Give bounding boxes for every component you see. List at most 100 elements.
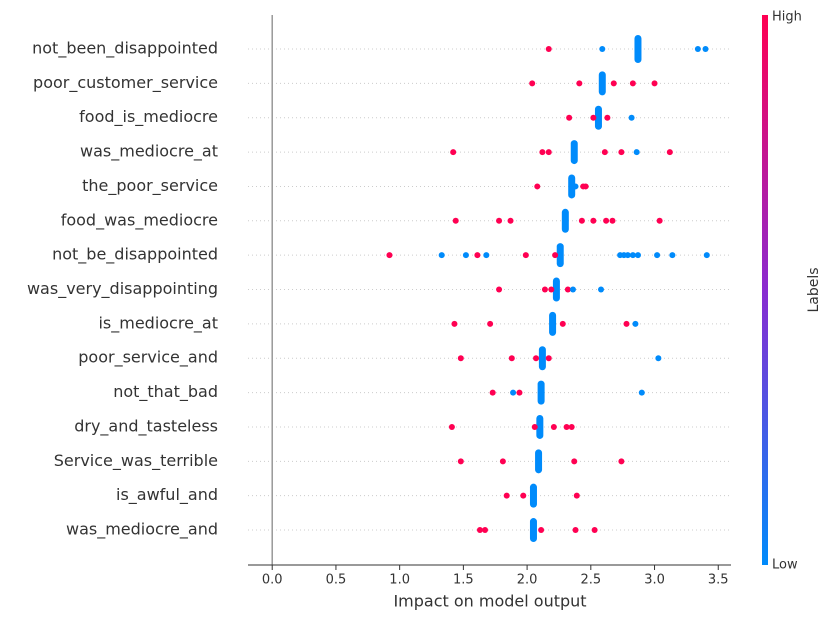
- point: [603, 217, 610, 224]
- point: [604, 114, 611, 121]
- point: [634, 252, 641, 259]
- colorbar-high: High: [772, 10, 802, 25]
- point: [578, 217, 585, 224]
- point-cluster: [549, 311, 557, 336]
- point: [563, 423, 570, 430]
- point: [572, 527, 579, 534]
- colorbar-low: Low: [772, 558, 798, 573]
- point: [545, 355, 552, 362]
- y-tick-label: not_that_bad: [113, 382, 218, 402]
- point: [476, 527, 483, 534]
- point: [571, 458, 578, 465]
- point: [654, 252, 661, 259]
- point-cluster: [598, 71, 606, 96]
- point: [451, 320, 458, 327]
- point: [462, 252, 469, 259]
- point: [610, 80, 617, 87]
- x-tick-label: 0.0: [262, 573, 283, 588]
- x-tick-label: 3.0: [644, 573, 665, 588]
- point: [559, 320, 566, 327]
- x-tick-label: 1.5: [453, 573, 474, 588]
- point: [638, 389, 645, 396]
- point-cluster: [535, 449, 543, 474]
- point: [656, 217, 663, 224]
- point: [590, 114, 597, 121]
- point: [694, 46, 701, 52]
- y-tick-label: was_mediocre_at: [80, 142, 218, 162]
- x-tick-label: 1.0: [389, 573, 410, 588]
- point: [609, 217, 616, 224]
- point: [533, 355, 540, 362]
- point: [503, 492, 510, 499]
- point: [666, 149, 673, 156]
- point-cluster: [634, 35, 642, 63]
- point-cluster: [538, 346, 546, 371]
- point: [598, 286, 605, 293]
- point: [702, 46, 709, 52]
- point: [499, 458, 506, 465]
- point-cluster: [552, 277, 560, 302]
- y-tick-label: Service_was_terrible: [54, 451, 218, 471]
- point: [573, 492, 580, 499]
- point: [632, 320, 639, 327]
- point: [522, 252, 529, 259]
- point: [457, 458, 464, 465]
- point: [552, 252, 559, 259]
- y-tick-label: was_mediocre_and: [66, 520, 218, 540]
- point: [487, 320, 494, 327]
- point: [489, 389, 496, 396]
- point: [591, 527, 598, 534]
- point: [520, 492, 527, 499]
- point: [545, 46, 552, 52]
- point: [590, 217, 597, 224]
- point-cluster: [529, 483, 537, 508]
- point: [538, 527, 545, 534]
- point-cluster: [570, 140, 578, 165]
- point: [628, 114, 635, 121]
- point: [474, 252, 481, 259]
- point: [510, 389, 517, 396]
- point: [550, 423, 557, 430]
- point: [629, 80, 636, 87]
- point: [483, 252, 490, 259]
- point: [582, 183, 589, 190]
- point: [516, 389, 523, 396]
- point: [572, 183, 579, 190]
- point: [457, 355, 464, 362]
- x-tick-label: 3.5: [708, 573, 729, 588]
- point: [548, 286, 555, 293]
- x-tick-label: 2.0: [517, 573, 538, 588]
- point-cluster: [529, 518, 537, 543]
- x-tick-label: 2.5: [580, 573, 601, 588]
- point: [496, 217, 503, 224]
- point: [601, 149, 608, 156]
- y-tick-label: is_mediocre_at: [98, 313, 218, 333]
- point: [569, 286, 576, 293]
- colorbar: [762, 15, 768, 565]
- point: [576, 80, 583, 87]
- point: [541, 286, 548, 293]
- point: [496, 286, 503, 293]
- y-tick-label: food_is_mediocre: [79, 107, 218, 127]
- point: [452, 217, 459, 224]
- y-tick-label: was_very_disappointing: [27, 279, 218, 299]
- point: [482, 527, 489, 534]
- point: [568, 423, 575, 430]
- colorbar-label: Labels: [806, 267, 822, 312]
- point-cluster: [594, 105, 602, 130]
- point: [633, 149, 640, 156]
- point-cluster: [536, 414, 544, 439]
- y-tick-label: not_been_disappointed: [32, 39, 218, 59]
- point: [531, 423, 538, 430]
- point: [386, 252, 393, 259]
- x-tick-label: 0.5: [326, 573, 347, 588]
- point: [545, 149, 552, 156]
- point: [623, 320, 630, 327]
- point: [438, 252, 445, 259]
- point-cluster: [556, 243, 564, 268]
- point: [618, 149, 625, 156]
- y-tick-label: the_poor_service: [82, 176, 218, 196]
- point: [539, 149, 546, 156]
- point: [534, 183, 541, 190]
